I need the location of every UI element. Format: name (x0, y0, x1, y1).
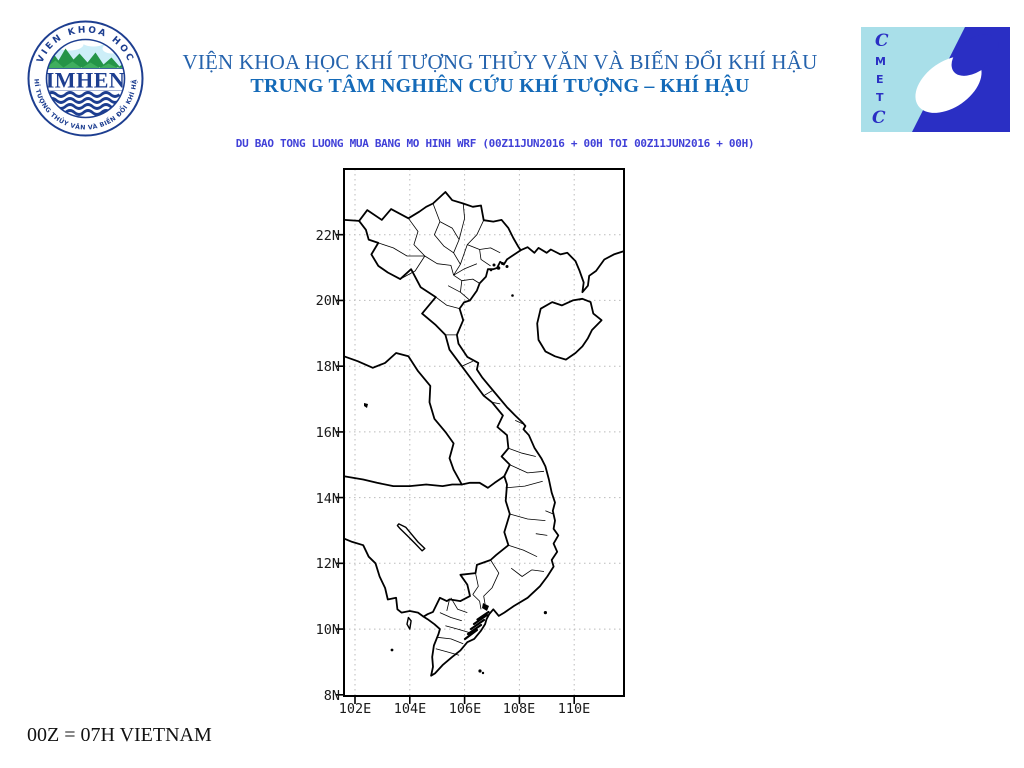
timezone-footnote: 00Z = 07H VIETNAM (27, 724, 212, 746)
y-axis-label-10n: 10N (315, 622, 340, 638)
y-axis-label-8n: 8N (323, 688, 340, 704)
y-axis-label-18n: 18N (315, 359, 340, 375)
cmetc-logo: C M E T C (861, 27, 1010, 132)
small-islands (364, 262, 547, 675)
cmetc-s-notch-icon (951, 34, 999, 76)
cmetc-letter-c2: C (872, 108, 886, 128)
border-laos-vietnam (358, 220, 511, 478)
coastline-vietnam (343, 249, 560, 677)
island-hainan (536, 297, 603, 361)
vietnam-rainfall-map (336, 168, 625, 704)
coastline-china (519, 246, 625, 294)
cmetc-letter-c1: C (875, 31, 889, 51)
border-thailand-laos (343, 352, 463, 486)
border-thailand-cambodia (343, 475, 463, 487)
border-cambodia-vietnam (422, 475, 511, 618)
map-coastlines (343, 191, 625, 677)
forecast-subtitle: DU BAO TONG LUONG MUA BANG MO HINH WRF (… (235, 137, 755, 150)
border-laos-cambodia (460, 475, 506, 489)
x-axis-label-106e: 106E (448, 701, 482, 717)
y-axis-label-16n: 16N (315, 425, 340, 441)
cmetc-letter-m: M (875, 55, 886, 68)
cmetc-letter-t: T (876, 91, 884, 104)
x-axis-label-104e: 104E (393, 701, 427, 717)
y-axis-label-20n: 20N (315, 293, 340, 309)
header-center-title: TRUNG TÂM NGHIÊN CỨU KHÍ TƯỢNG – KHÍ HẬU (250, 75, 750, 97)
border-china-vietnam (343, 191, 522, 252)
x-axis-label-102e: 102E (338, 701, 372, 717)
imhen-wordmark: IMHEN (46, 68, 126, 93)
imhen-mountains-front-icon (46, 60, 125, 69)
axis-ticks (336, 233, 575, 704)
province-boundaries (378, 203, 554, 656)
header-institute-title: VIỆN KHOA HỌC KHÍ TƯỢNG THỦY VĂN VÀ BIẾN… (182, 50, 818, 74)
map-gridlines (344, 169, 624, 696)
imhen-mountains-icon (46, 48, 125, 68)
y-axis-label-14n: 14N (315, 491, 340, 507)
cmetc-letter-e: E (876, 73, 884, 86)
island-phu-quoc (406, 616, 412, 630)
x-axis-label-110e: 110E (557, 701, 591, 717)
y-axis-label-12n: 12N (315, 556, 340, 572)
lake-tonle-sap (396, 523, 426, 552)
mekong-delta-channels (463, 610, 490, 641)
imhen-inner-ring (45, 38, 126, 119)
y-axis-label-22n: 22N (315, 228, 340, 244)
saigon-estuary-blob (482, 603, 489, 611)
x-axis-label-108e: 108E (502, 701, 536, 717)
map-frame (343, 168, 625, 697)
imhen-logo: IMHEN VIEN KHOA HOC KHÍ TƯỢNG THỦY VĂN V… (27, 20, 144, 137)
